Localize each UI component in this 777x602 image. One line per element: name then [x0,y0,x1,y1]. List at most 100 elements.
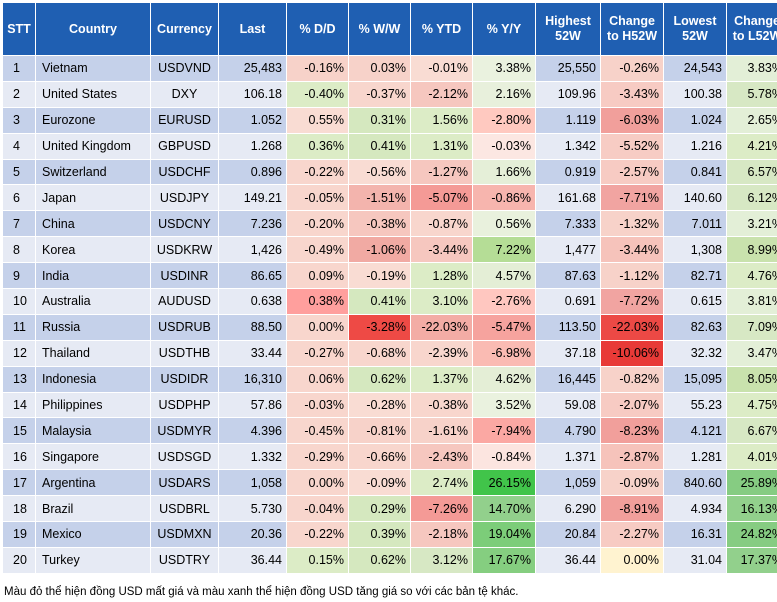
cell-country: Indonesia [35,365,151,393]
cell-h52w: 6.290 [535,495,601,523]
cell-change-h52w: -7.72% [600,288,664,315]
table-row: 4 United Kingdom GBPUSD 1.268 0.36% 0.41% 1.31… [2,132,777,160]
table-body: 1 Vietnam USDVND 25,483 -0.16% 0.03% -0.01% 3.3… [2,55,777,574]
cell-ww: 0.62% [348,365,411,393]
cell-h52w: 7.333 [535,210,601,238]
cell-country: Japan [35,184,151,212]
cell-country: Australia [35,288,151,315]
cell-country: Mexico [35,521,151,548]
cell-last: 149.21 [218,184,287,212]
cell-dd: -0.45% [286,417,349,445]
cell-h52w: 113.50 [535,313,601,341]
cell-last: 20.36 [218,521,287,548]
cell-l52w: 0.841 [663,158,727,186]
cell-ww: 0.62% [348,546,411,574]
cell-dd: 0.06% [286,365,349,393]
cell-currency: USDMYR [150,417,219,445]
cell-yy: 1.66% [472,158,536,186]
cell-change-h52w: -3.43% [600,80,664,108]
cell-last: 1,426 [218,236,287,264]
cell-h52w: 1.342 [535,132,601,160]
cell-change-h52w: -2.57% [600,158,664,186]
cell-change-h52w: -2.87% [600,443,664,471]
cell-h52w: 16,445 [535,365,601,393]
table-row: 18 Brazil USDBRL 5.730 -0.04% 0.29% -7.26% 14.7… [2,495,777,523]
cell-ww: -0.37% [348,80,411,108]
table-row: 19 Mexico USDMXN 20.36 -0.22% 0.39% -2.18% 19.0… [2,521,777,548]
cell-dd: 0.00% [286,313,349,341]
cell-currency: USDMXN [150,521,219,548]
cell-currency: USDPHP [150,391,219,419]
cell-dd: 0.38% [286,288,349,315]
cell-ww: 0.41% [348,288,411,315]
cell-change-l52w: 4.01% [726,443,777,471]
cell-stt: 13 [2,365,36,393]
cell-change-l52w: 2.65% [726,106,777,134]
cell-country: China [35,210,151,238]
cell-currency: USDSGD [150,443,219,471]
header-country: Country [35,2,151,56]
cell-currency: USDCHF [150,158,219,186]
cell-change-l52w: 3.47% [726,339,777,367]
cell-last: 0.638 [218,288,287,315]
cell-dd: 0.09% [286,262,349,290]
cell-currency: USDKRW [150,236,219,264]
cell-ww: 0.39% [348,521,411,548]
cell-ytd: -0.87% [410,210,473,238]
cell-change-l52w: 24.82% [726,521,777,548]
cell-country: Korea [35,236,151,264]
cell-last: 1.332 [218,443,287,471]
cell-l52w: 32.32 [663,339,727,367]
cell-h52w: 87.63 [535,262,601,290]
header-dd: % D/D [286,2,349,56]
cell-change-l52w: 3.21% [726,210,777,238]
cell-dd: -0.05% [286,184,349,212]
cell-last: 86.65 [218,262,287,290]
cell-yy: 26.15% [472,469,536,497]
cell-dd: 0.00% [286,469,349,497]
cell-yy: 0.56% [472,210,536,238]
cell-ytd: 1.28% [410,262,473,290]
table-row: 14 Philippines USDPHP 57.86 -0.03% -0.28% -0.3… [2,391,777,419]
cell-ytd: 1.37% [410,365,473,393]
cell-country: Argentina [35,469,151,497]
cell-dd: -0.22% [286,521,349,548]
cell-yy: -2.80% [472,106,536,134]
cell-change-l52w: 7.09% [726,313,777,341]
cell-l52w: 55.23 [663,391,727,419]
cell-currency: DXY [150,80,219,108]
cell-change-l52w: 8.05% [726,365,777,393]
cell-ww: -0.66% [348,443,411,471]
cell-last: 5.730 [218,495,287,523]
cell-change-h52w: -0.26% [600,55,664,82]
cell-stt: 3 [2,106,36,134]
cell-yy: 2.16% [472,80,536,108]
cell-ytd: -2.39% [410,339,473,367]
cell-last: 0.896 [218,158,287,186]
cell-change-h52w: -7.71% [600,184,664,212]
cell-l52w: 1.024 [663,106,727,134]
footnote: Màu đỏ thể hiện đồng USD mất giá và màu … [4,586,519,598]
cell-dd: -0.16% [286,55,349,82]
cell-h52w: 36.44 [535,546,601,574]
cell-last: 1.268 [218,132,287,160]
table-row: 6 Japan USDJPY 149.21 -0.05% -1.51% -5.07% -0.8… [2,184,777,212]
header-change-l52w: Change to L52W [726,2,777,56]
cell-ww: -0.09% [348,469,411,497]
header-row: STT Country Currency Last % D/D % W/W % … [2,2,777,56]
table-row: 20 Turkey USDTRY 36.44 0.15% 0.62% 3.12% 17.67%… [2,546,777,574]
cell-last: 1.052 [218,106,287,134]
cell-currency: USDJPY [150,184,219,212]
cell-last: 4.396 [218,417,287,445]
cell-currency: USDARS [150,469,219,497]
cell-country: Thailand [35,339,151,367]
cell-stt: 15 [2,417,36,445]
cell-change-h52w: -5.52% [600,132,664,160]
cell-country: United States [35,80,151,108]
cell-change-h52w: -2.27% [600,521,664,548]
cell-yy: 4.57% [472,262,536,290]
cell-ww: -0.38% [348,210,411,238]
cell-currency: USDVND [150,55,219,82]
cell-l52w: 31.04 [663,546,727,574]
cell-country: Russia [35,313,151,341]
